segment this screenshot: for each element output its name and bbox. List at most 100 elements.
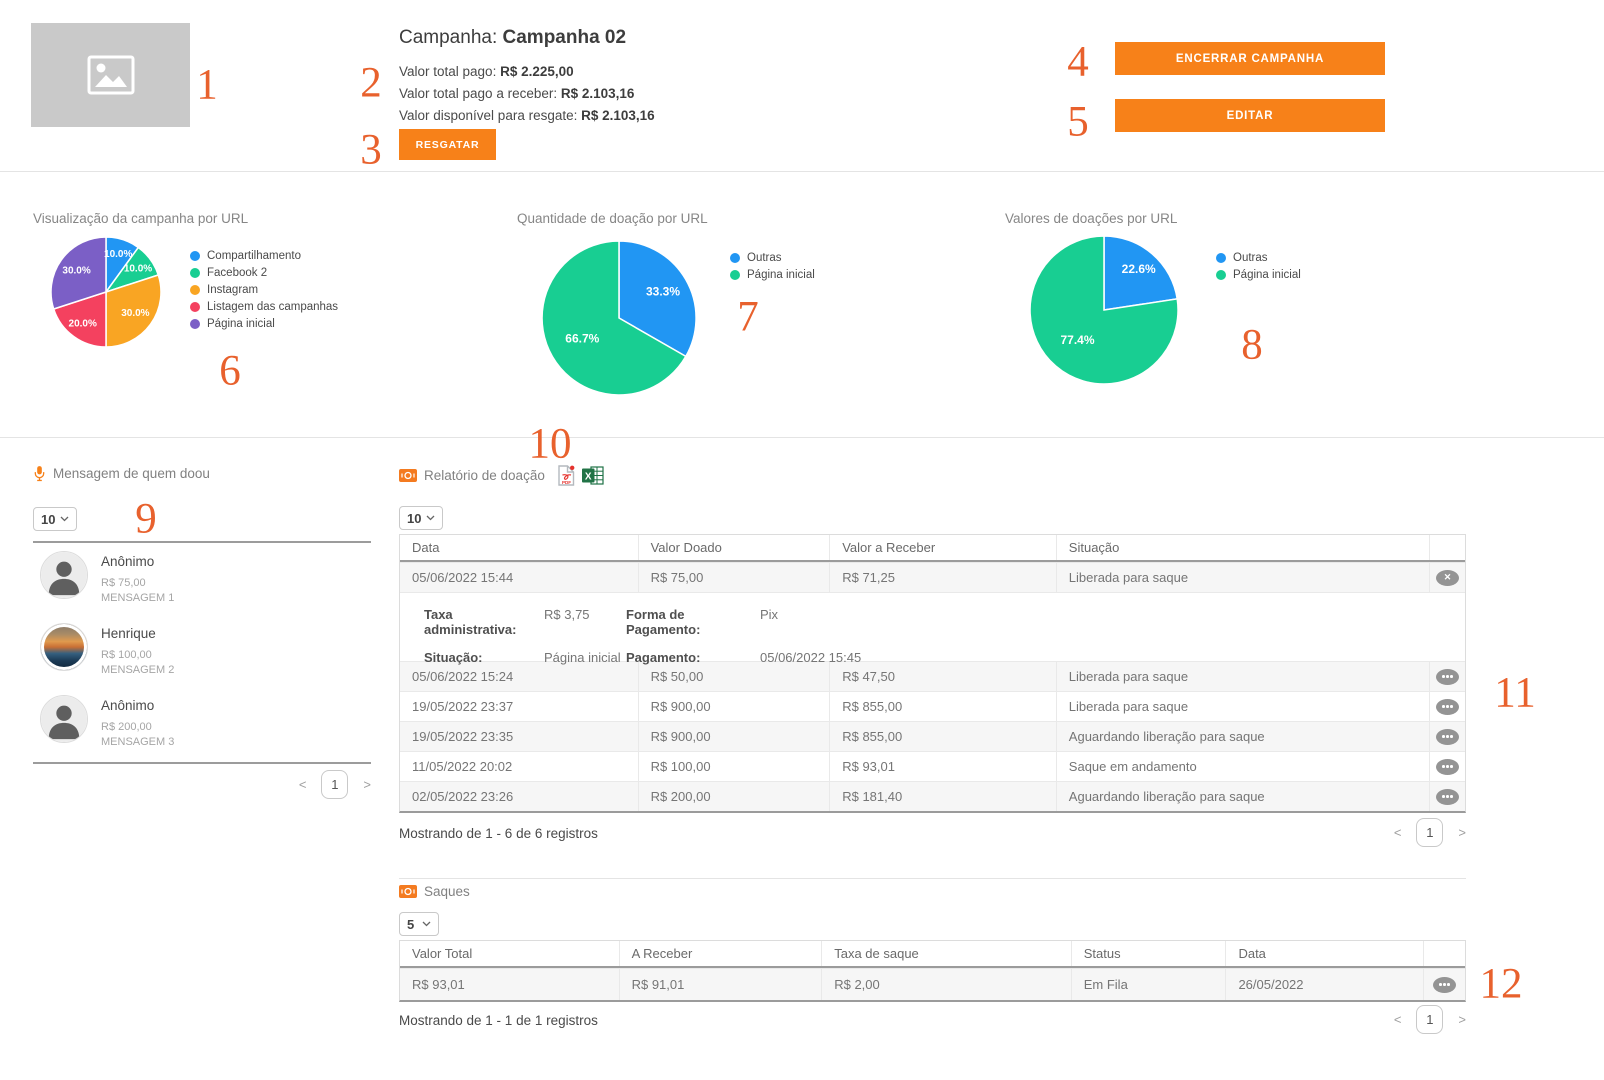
page-title: Campanha: Campanha 02: [399, 27, 627, 48]
pie-slice-4: [50, 236, 107, 310]
column-header: Data: [412, 540, 440, 555]
legend-dot-icon: [730, 252, 740, 263]
section-divider: [0, 437, 1604, 438]
legend-item: Listagem das campanhas: [190, 298, 338, 315]
table-row: 05/06/2022 15:24 R$ 50,00 R$ 47,50 Liberada…: [400, 661, 1465, 691]
total-receivable-line: Valor total pago a receber: R$ 2.103,16: [399, 86, 635, 101]
table-cell: R$ 47,50: [829, 662, 1056, 691]
detail-value: Página inicial: [544, 650, 621, 665]
donor-avatar: [40, 695, 88, 743]
page-number-box[interactable]: 1: [321, 770, 349, 799]
encerrar-campanha-button[interactable]: ENCERRAR CAMPANHA: [1115, 42, 1385, 75]
pie-value-label: 10.0%: [104, 249, 132, 260]
report-page-size-select[interactable]: 10: [399, 506, 443, 530]
table-row: 05/06/2022 15:44 R$ 75,00 R$ 71,25 Liberada…: [400, 562, 1465, 592]
pie-value-label: 30.0%: [62, 265, 90, 276]
svg-text:PDF: PDF: [562, 480, 571, 485]
pie-value-label: 22.6%: [1122, 262, 1156, 276]
saques-page-size-select[interactable]: 5: [399, 912, 439, 936]
pie-value-label: 66.7%: [565, 331, 599, 345]
image-placeholder-icon: [87, 55, 134, 95]
pie-value-label: 20.0%: [69, 319, 97, 330]
editar-button[interactable]: EDITAR: [1115, 99, 1385, 132]
table-cell: Aguardando liberação para saque: [1055, 782, 1429, 811]
annotation-1: 1: [196, 61, 218, 109]
table-cell: R$ 900,00: [637, 722, 830, 751]
annotation-3: 3: [360, 126, 382, 174]
available-rescue-line: Valor disponível para resgate: R$ 2.103,…: [399, 108, 655, 123]
excel-export-icon[interactable]: X: [581, 466, 604, 485]
legend-label: Outras: [747, 251, 782, 264]
chevron-down-icon: [60, 516, 69, 522]
donation-value: R$ 200,00: [101, 721, 152, 733]
table-cell: Em Fila: [1070, 969, 1226, 1000]
pie-slice-0: [618, 240, 697, 358]
report-pagination: < 1 >: [399, 818, 1466, 847]
table-cell: R$ 75,00: [637, 563, 830, 592]
table-cell-actions: [1423, 969, 1465, 1000]
page-number-box[interactable]: 1: [1416, 818, 1444, 847]
pie-chart-donation-values-by-url: 22.6% 77.4%: [1029, 235, 1179, 385]
annotation-8: 8: [1241, 321, 1263, 369]
donor-name: Henrique: [101, 626, 156, 641]
donor-name: Anônimo: [101, 698, 155, 713]
table-row: 02/05/2022 23:26 R$ 200,00 R$ 181,40 Aguard…: [400, 781, 1465, 811]
prev-page-button[interactable]: <: [1393, 825, 1402, 840]
table-cell: R$ 900,00: [637, 692, 830, 721]
page-number-box[interactable]: 1: [1416, 1005, 1444, 1034]
chart-title-views: Visualização da campanha por URL: [33, 211, 249, 226]
legend-item: Outras: [730, 249, 815, 266]
legend-item: Outras: [1216, 249, 1301, 266]
expand-row-button[interactable]: [1436, 728, 1460, 745]
legend-item: Página inicial: [1216, 266, 1301, 283]
collapse-row-button[interactable]: ✕: [1436, 569, 1460, 586]
legend-item: Compartilhamento: [190, 247, 338, 264]
table-cell-actions: [1429, 752, 1465, 781]
resgatar-button[interactable]: RESGATAR: [399, 129, 496, 160]
table-cell: R$ 91,01: [618, 969, 822, 1000]
donation-message: MENSAGEM 3: [101, 736, 175, 748]
table-row: 19/05/2022 23:35 R$ 900,00 R$ 855,00 Aguard…: [400, 721, 1465, 751]
chevron-down-icon: [426, 515, 435, 521]
annotation-5: 5: [1067, 98, 1089, 146]
legend-label: Página inicial: [747, 268, 815, 281]
next-page-button[interactable]: >: [1458, 825, 1466, 840]
expand-row-button[interactable]: [1436, 668, 1460, 685]
expand-row-button[interactable]: [1436, 698, 1460, 715]
messages-divider-bottom: [33, 762, 371, 764]
column-header: Situação: [1055, 535, 1429, 560]
table-cell: R$ 200,00: [637, 782, 830, 811]
annotation-4: 4: [1067, 38, 1089, 86]
money-icon: [399, 885, 417, 898]
pie-value-label: 33.3%: [646, 285, 680, 299]
prev-page-button[interactable]: <: [298, 777, 307, 792]
detail-value: 05/06/2022 15:45: [760, 650, 862, 665]
table-cell: R$ 181,40: [829, 782, 1056, 811]
table-row: 11/05/2022 20:02 R$ 100,00 R$ 93,01 Saque e…: [400, 751, 1465, 781]
legend-dot-icon: [190, 301, 200, 312]
legend-dot-icon: [730, 269, 740, 280]
pie-slice-1: [541, 240, 687, 396]
prev-page-button[interactable]: <: [1393, 1012, 1402, 1027]
expand-row-button[interactable]: [1436, 788, 1460, 805]
pie-slice-3: [52, 290, 107, 348]
expand-row-button[interactable]: [1436, 758, 1460, 775]
table-row: R$ 93,01 R$ 91,01 R$ 2,00 Em Fila 26/05/2022: [400, 968, 1465, 1000]
pie-chart-donation-count-by-url: 33.3% 66.7%: [541, 240, 697, 396]
messages-divider-top: [33, 541, 371, 543]
table-cell: R$ 855,00: [829, 722, 1056, 751]
section-divider: [399, 878, 1466, 879]
legend-dot-icon: [1216, 269, 1226, 280]
pdf-export-icon[interactable]: PDF: [558, 465, 575, 486]
next-page-button[interactable]: >: [363, 777, 371, 792]
table-cell: R$ 93,01: [412, 977, 465, 992]
column-header: A Receber: [618, 941, 822, 966]
next-page-button[interactable]: >: [1458, 1012, 1466, 1027]
messages-page-size-select[interactable]: 10: [33, 507, 77, 531]
legend-item: Página inicial: [190, 315, 338, 332]
expand-row-button[interactable]: [1433, 976, 1457, 993]
report-records-summary: Mostrando de 1 - 6 de 6 registros: [399, 826, 598, 841]
donation-value: R$ 100,00: [101, 649, 152, 661]
annotation-11: 11: [1494, 669, 1536, 717]
table-cell: 19/05/2022 23:37: [412, 699, 514, 714]
